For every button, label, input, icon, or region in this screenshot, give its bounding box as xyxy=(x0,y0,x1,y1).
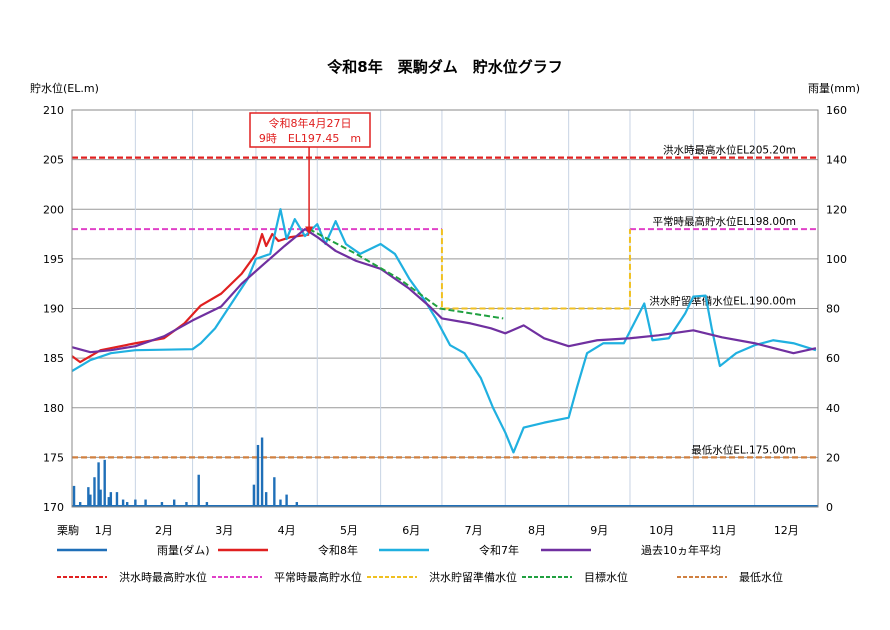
rain-bar xyxy=(285,494,288,507)
series-line-過去10ヵ年平均 xyxy=(71,228,817,355)
month-label: 10月 xyxy=(649,524,674,537)
month-label: 7月 xyxy=(465,524,483,537)
legend-label: 洪水時最高貯水位 xyxy=(119,570,207,584)
month-label: 4月 xyxy=(278,524,296,537)
month-label: 9月 xyxy=(590,524,608,537)
y2-tick-label: 160 xyxy=(826,104,847,117)
legend-label: 目標水位 xyxy=(584,570,628,584)
rain-bar xyxy=(279,499,282,507)
month-label: 3月 xyxy=(215,524,233,537)
y2-tick-label: 140 xyxy=(826,154,847,167)
y-tick-label: 210 xyxy=(43,104,64,117)
rain-bar xyxy=(115,492,119,507)
y-axis-title: 貯水位(EL.m) xyxy=(30,81,99,95)
y-tick-label: 175 xyxy=(43,451,64,464)
legend-label: 令和7年 xyxy=(479,543,519,557)
rain-bar xyxy=(295,502,299,507)
y-tick-label: 170 xyxy=(43,501,64,514)
rain-bar xyxy=(103,459,106,507)
chart-title: 令和8年 栗駒ダム 貯水位グラフ xyxy=(327,58,562,76)
legend-label: 過去10ヵ年平均 xyxy=(641,543,721,557)
y2-tick-label: 60 xyxy=(826,352,840,365)
plot-border xyxy=(71,109,819,508)
rain-bar xyxy=(87,487,90,507)
rain-bar xyxy=(93,477,96,507)
y-tick-label: 180 xyxy=(43,402,64,415)
reference-line-label: 平常時最高貯水位EL198.00m xyxy=(653,215,796,228)
month-label: 5月 xyxy=(340,524,358,537)
rain-bar xyxy=(205,502,209,507)
rain-bar xyxy=(197,474,200,507)
rain-bar xyxy=(260,437,264,507)
y-tick-label: 195 xyxy=(43,253,64,266)
month-label: 1月 xyxy=(95,524,113,537)
legend-label: 平常時最高貯水位 xyxy=(274,570,362,584)
y-tick-label: 200 xyxy=(43,203,64,216)
y2-tick-label: 0 xyxy=(826,501,833,514)
rain-bar xyxy=(121,499,125,507)
rain-bar xyxy=(256,444,260,507)
rain-bar xyxy=(252,484,256,507)
rain-bar xyxy=(107,497,110,507)
legend-label: 雨量(ダム) xyxy=(157,543,210,557)
rain-bar xyxy=(160,502,164,507)
reference-line-label: 洪水貯留準備水位EL.190.00m xyxy=(649,295,796,308)
y2-tick-label: 120 xyxy=(826,203,847,216)
rain-bar xyxy=(97,462,100,507)
rain-bar xyxy=(125,502,129,507)
rain-bar xyxy=(264,492,268,507)
y-tick-label: 185 xyxy=(43,352,64,365)
month-label: 2月 xyxy=(155,524,173,537)
x-corner-label: 栗駒 xyxy=(57,524,79,537)
rain-bar xyxy=(185,502,188,507)
month-label: 11月 xyxy=(711,524,736,537)
y2-tick-label: 100 xyxy=(826,253,847,266)
y-tick-label: 190 xyxy=(43,303,64,316)
annotation-value: 9時 EL197.45 m xyxy=(259,132,361,145)
month-label: 12月 xyxy=(774,524,799,537)
reference-line-label: 最低水位EL.175.00m xyxy=(691,443,796,456)
legend-label: 最低水位 xyxy=(739,570,783,584)
legend-label: 洪水貯留準備水位 xyxy=(429,570,517,584)
y2-tick-label: 40 xyxy=(826,402,840,415)
series-line-令和7年 xyxy=(71,208,817,454)
flood-prep-line xyxy=(440,229,631,310)
rain-bar xyxy=(172,499,176,507)
series-line-令和8年 xyxy=(71,232,310,364)
legend-label: 令和8年 xyxy=(318,543,358,557)
rain-bar xyxy=(89,494,92,507)
rain-bar xyxy=(144,499,147,507)
reference-line-label: 洪水時最高水位EL205.20m xyxy=(663,144,796,157)
rain-bar xyxy=(273,477,276,507)
rain-bar xyxy=(109,492,113,507)
rain-bar xyxy=(78,502,82,507)
annotation-arrowhead xyxy=(305,226,314,235)
rain-bar xyxy=(72,485,76,507)
y-tick-label: 205 xyxy=(43,154,64,167)
rain-bar xyxy=(99,489,102,507)
y2-tick-label: 80 xyxy=(826,303,840,316)
y2-tick-label: 20 xyxy=(826,451,840,464)
rain-bar xyxy=(134,499,137,507)
annotation-date: 令和8年4月27日 xyxy=(269,116,352,130)
month-label: 8月 xyxy=(528,524,546,537)
annotation-box xyxy=(249,112,371,148)
y2-axis-title: 雨量(mm) xyxy=(808,82,860,95)
series-line-目標水位 xyxy=(308,228,504,320)
month-label: 6月 xyxy=(402,524,420,537)
